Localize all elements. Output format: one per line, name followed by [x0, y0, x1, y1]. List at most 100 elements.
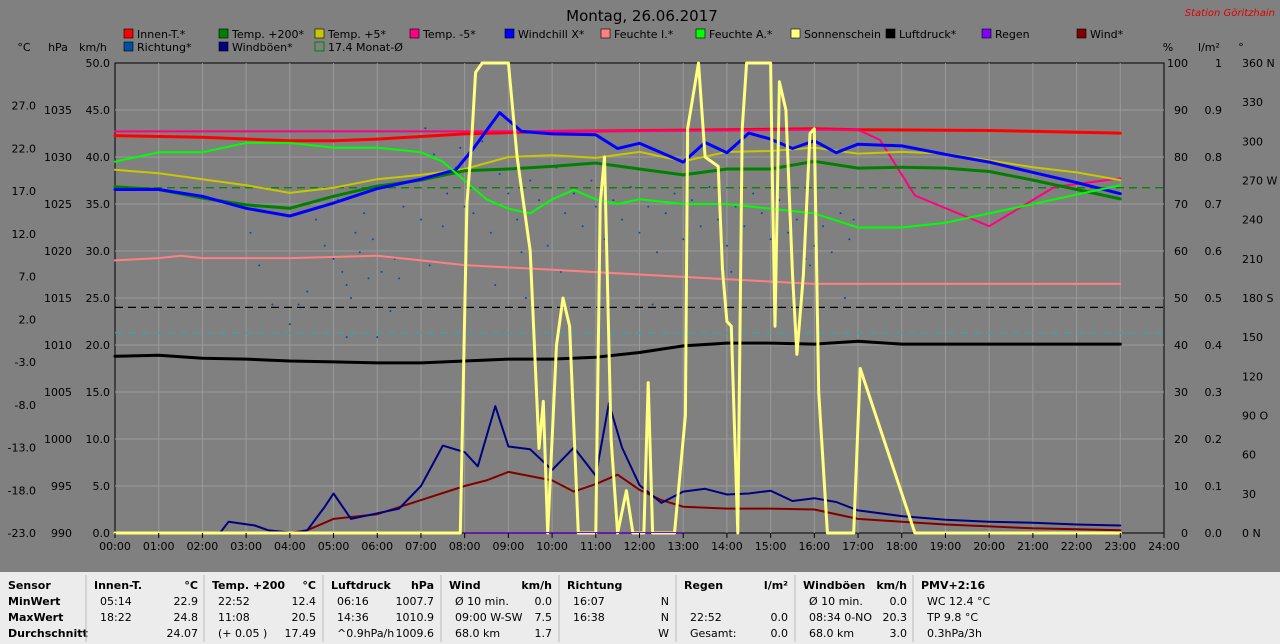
wind-tick-label: 10.0: [86, 433, 111, 446]
weather-chart: Montag, 26.06.2017 Station Göritzhain In…: [7, 7, 1278, 553]
legend-label: Sonnenschein: [804, 28, 881, 41]
legend-swatch: [1076, 28, 1087, 39]
wind-tick-label: 5.0: [93, 480, 111, 493]
temp-tick-label: 22.0: [12, 142, 37, 155]
stats-cell-sub: 11:08: [218, 611, 250, 624]
direction-point: [306, 290, 309, 293]
direction-point: [481, 140, 484, 143]
direction-point: [843, 297, 846, 299]
x-tick-label: 21:00: [1017, 540, 1049, 553]
legend-item: Temp. +200*: [218, 28, 305, 41]
series-luftdruck: [113, 339, 1122, 365]
direction-point: [708, 186, 711, 189]
temp-tick-label: 27.0: [12, 100, 37, 113]
legend-item: Luftdruck*: [885, 28, 957, 41]
wind-tick-label: 45.0: [86, 104, 111, 117]
stats-cell-value: 0.0: [890, 595, 908, 608]
stats-header-unit: hPa: [411, 579, 434, 592]
percent-tick-label: 20: [1174, 433, 1188, 446]
direction-point: [808, 264, 811, 267]
direction-point: [537, 199, 540, 202]
direction-point: [376, 336, 379, 339]
percent-tick-label: 80: [1174, 151, 1188, 164]
x-tick-label: 20:00: [973, 540, 1005, 553]
direction-tick-label: 240: [1242, 214, 1263, 227]
direction-point: [389, 310, 392, 313]
legend-swatch: [981, 28, 992, 39]
legend-item: Feuchte A.*: [695, 28, 773, 41]
direction-point: [367, 277, 370, 280]
stats-cell-sub: 22:52: [690, 611, 722, 624]
legend-item: Wind*: [1076, 28, 1124, 41]
direction-point: [664, 212, 667, 215]
stats-cell-sub: 16:38: [573, 611, 605, 624]
pressure-tick-label: 1005: [44, 386, 72, 399]
percent-tick-label: 50: [1174, 292, 1188, 305]
legend-label: Feuchte I.*: [614, 28, 674, 41]
direction-point: [516, 218, 519, 221]
direction-tick-label: 120: [1242, 370, 1263, 383]
direction-point: [673, 192, 676, 195]
series-sonnenschein: [113, 61, 1122, 535]
direction-point: [734, 205, 737, 208]
direction-point: [271, 303, 274, 306]
direction-point: [787, 231, 790, 234]
direction-point: [341, 270, 344, 273]
direction-point: [581, 225, 584, 228]
rain-tick-label: 0.8: [1205, 151, 1223, 164]
direction-point: [524, 297, 527, 299]
x-tick-label: 09:00: [493, 540, 525, 553]
x-tick-label: 07:00: [405, 540, 437, 553]
direction-point: [795, 218, 798, 221]
stats-cell-sub: WC 12.4 °C: [927, 595, 991, 608]
pressure-tick-label: 1015: [44, 292, 72, 305]
legend-item: Sonnenschein: [790, 28, 881, 41]
direction-point: [778, 199, 781, 202]
direction-point: [760, 212, 763, 215]
stats-row-label: Durchschnitt: [8, 627, 88, 640]
axis-unit-temp: °C: [17, 41, 31, 54]
axis-ticks: 00:00 01:00 02:00 03:00 04:00 05:00 06:00 07:00…: [8, 57, 1278, 553]
rain-tick-label: 0.5: [1205, 292, 1223, 305]
legend-swatch: [123, 28, 134, 39]
legend-swatch: [123, 41, 134, 52]
legend-item: Windchill X*: [504, 28, 585, 41]
legend-item: Windböen*: [218, 41, 293, 54]
wind-tick-label: 25.0: [86, 292, 111, 305]
stats-cell-sub: 0.3hPa/3h: [927, 627, 982, 640]
legend-item: Temp. +5*: [314, 28, 387, 41]
stats-header-unit: °C: [302, 579, 316, 592]
wind-tick-label: 20.0: [86, 339, 111, 352]
stats-cell-sub: ^0.9hPa/h: [337, 627, 394, 640]
legend-swatch: [504, 28, 515, 39]
direction-point: [651, 303, 654, 306]
legend-swatch: [314, 41, 325, 52]
stats-cell-value: 1010.9: [396, 611, 435, 624]
legend-item: Richtung*: [123, 41, 192, 54]
direction-point: [682, 238, 685, 241]
legend-label: Windchill X*: [518, 28, 585, 41]
stats-row-label: MaxWert: [8, 611, 63, 624]
stats-cell-value: 17.49: [285, 627, 317, 640]
wind-tick-label: 35.0: [86, 198, 111, 211]
direction-point: [546, 244, 549, 247]
legend-item: Innen-T.*: [123, 28, 186, 41]
direction-tick-label: 330: [1242, 96, 1263, 109]
direction-point: [717, 218, 720, 221]
legend-swatch: [314, 28, 325, 39]
series-windchill-x: [113, 111, 1122, 218]
legend-label: Innen-T.*: [137, 28, 186, 41]
x-tick-label: 06:00: [361, 540, 393, 553]
x-tick-label: 04:00: [274, 540, 306, 553]
stats-table: Sensor Innen-T. °C Temp. +200 °C Luftdruck hPa…: [0, 572, 1280, 644]
stats-cell-value: 0.0: [771, 611, 789, 624]
x-tick-label: 17:00: [842, 540, 874, 553]
direction-point: [752, 192, 755, 195]
stats-cell-value: 1.7: [535, 627, 553, 640]
stats-cell-sub: 68.0 km: [455, 627, 500, 640]
wind-tick-label: 30.0: [86, 245, 111, 258]
percent-tick-label: 70: [1174, 198, 1188, 211]
direction-point: [494, 283, 497, 286]
series-feuchte-a: [114, 141, 1122, 229]
percent-tick-label: 60: [1174, 245, 1188, 258]
